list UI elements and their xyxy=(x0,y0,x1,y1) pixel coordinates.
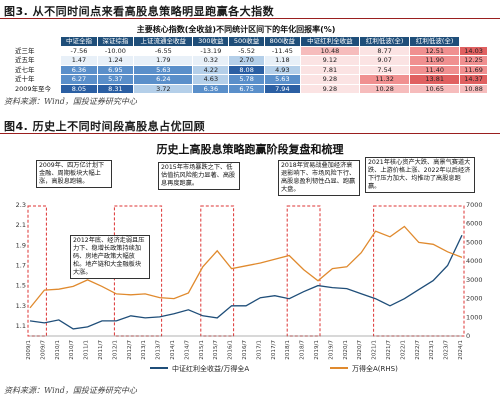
x-tick-label: 2010/1 xyxy=(55,340,61,360)
annotation-2018: 2018年贸易战叠加经济衰退影响下、市场风险下行、高股息盈利韧性凸显、跑赢大盘。 xyxy=(278,160,360,196)
table-row: 2009年至今 8.05 8.31 3.72 6.36 6.75 7.94 9.28 10.28… xyxy=(11,83,488,94)
y-left-tick-label: 1.7 xyxy=(16,261,26,269)
figure4-rule xyxy=(0,133,500,134)
x-tick-label: 2014/7 xyxy=(184,340,190,360)
figure4-source: 资料来源：Wind，国投证券研究中心 xyxy=(4,386,137,395)
x-tick-label: 2023/7 xyxy=(444,340,450,360)
x-tick-label: 2014/1 xyxy=(170,340,176,360)
highlight-period-box xyxy=(27,205,47,337)
x-tick-label: 2020/1 xyxy=(343,340,349,360)
x-tick-label: 2013/7 xyxy=(156,340,162,360)
table-cell: 10.88 xyxy=(459,83,488,94)
returns-table: 主要核心指数(全收益)不同统计区间下的年化回报率(%) 中证全指 深证综指 上证流通… xyxy=(11,22,488,94)
y-left-tick-label: 1.5 xyxy=(16,282,26,290)
x-tick-label: 2017/7 xyxy=(271,340,277,360)
figure4-title: 图4. 历史上不同时间段高股息占优回顾 xyxy=(4,120,206,133)
x-tick-label: 2011/7 xyxy=(98,340,104,360)
x-tick-label: 2016/1 xyxy=(228,340,234,360)
figure3-title: 图3. 从不同时间点来看高股息策略明显跑赢各大指数 xyxy=(4,5,275,18)
x-tick-label: 2015/7 xyxy=(213,340,219,360)
x-tick-label: 2009/1 xyxy=(26,340,32,360)
x-tick-label: 2018/1 xyxy=(285,340,291,360)
x-tick-label: 2022/7 xyxy=(415,340,421,360)
x-tick-label: 2009/7 xyxy=(40,340,46,360)
table-row: 近五年 1.47 1.24 1.79 0.32 2.70 1.18 9.12 9.07 11.90… xyxy=(11,55,488,66)
legend-label: 中证红利全收益/万得全A xyxy=(172,364,249,373)
y-right-tick-label: 1000 xyxy=(466,313,483,321)
x-tick-label: 2012/7 xyxy=(127,340,133,360)
y-left-tick-label: 2.1 xyxy=(16,221,26,229)
y-right-tick-label: 2000 xyxy=(466,295,483,303)
highlight-period-box xyxy=(373,205,465,337)
series-line-dividend-ratio xyxy=(29,234,463,330)
chart-title: 历史上高股息策略跑赢阶段复盘和梳理 xyxy=(157,142,344,156)
y-right-tick-label: 5000 xyxy=(466,238,483,246)
figure3-source: 资料来源：Wind，国投证券研究中心 xyxy=(4,97,137,106)
y-right-tick-label: 6000 xyxy=(466,220,483,228)
x-tick-label: 2023/1 xyxy=(429,340,435,360)
y-right-tick-label: 7000 xyxy=(466,201,483,209)
x-tick-label: 2021/1 xyxy=(372,340,378,360)
x-tick-label: 2015/1 xyxy=(199,340,205,360)
y-right-tick-label: 3000 xyxy=(466,276,483,284)
legend-label: 万得全A(RHS) xyxy=(352,364,398,373)
annotation-2009: 2009年、四万亿计划下金融、周期板块大幅上涨，高股息跑输。 xyxy=(36,160,112,188)
table-row: 近十年 6.27 5.37 6.24 4.63 5.78 5.63 9.28 11.32 13.8… xyxy=(11,74,488,85)
figure3-rule xyxy=(0,18,500,19)
y-left-tick-label: 2.3 xyxy=(16,201,26,209)
annotation-2021: 2021年核心资产大跌、高景气赛道大跌、上游价格上涨、2022年以后经济下行压力… xyxy=(365,157,475,193)
annotation-2015: 2015年市场暴跌之下、低估值抗风险能力显著、高股息再度跑赢。 xyxy=(158,162,240,190)
y-right-tick-label: 0 xyxy=(466,332,470,340)
x-tick-label: 2012/1 xyxy=(112,340,118,360)
table-cell: 3.72 xyxy=(133,83,194,94)
y-right-tick-label: 4000 xyxy=(466,257,483,265)
x-tick-label: 2020/7 xyxy=(357,340,363,360)
x-tick-label: 2024/1 xyxy=(458,340,464,360)
y-left-tick-label: 1.3 xyxy=(16,302,26,310)
x-tick-label: 2019/7 xyxy=(328,340,334,360)
table-row: 近三年 -7.56 -10.00 -6.55 -13.19 -5.52 -11.45 10.4… xyxy=(11,45,488,56)
x-tick-label: 2011/1 xyxy=(84,340,90,360)
y-left-tick-label: 1.1 xyxy=(16,322,26,330)
x-tick-label: 2010/7 xyxy=(69,340,75,360)
x-tick-label: 2013/1 xyxy=(141,340,147,360)
series-line-wind-all-a xyxy=(29,225,463,309)
table-cell: 10.65 xyxy=(409,83,461,94)
table-row: 近七年 6.36 6.95 5.63 4.22 8.08 4.93 7.81 7.54 11.40… xyxy=(11,64,488,75)
x-tick-label: 2018/7 xyxy=(300,340,306,360)
x-tick-label: 2017/1 xyxy=(256,340,262,360)
table-cell: 8.31 xyxy=(96,83,135,94)
x-tick-label: 2022/1 xyxy=(400,340,406,360)
highlight-period-box xyxy=(286,205,321,337)
x-tick-label: 2016/7 xyxy=(242,340,248,360)
x-tick-label: 2019/1 xyxy=(314,340,320,360)
y-left-tick-label: 1.9 xyxy=(16,241,26,249)
x-tick-label: 2021/7 xyxy=(386,340,392,360)
table-title: 主要核心指数(全收益)不同统计区间下的年化回报率(%) xyxy=(11,22,461,37)
annotation-2012: 2012年底、经济走弱且压力下、稳增长政策持续加码、房地产政策大幅放松。地产链和… xyxy=(70,235,150,279)
table-cell: 9.28 xyxy=(299,83,361,94)
